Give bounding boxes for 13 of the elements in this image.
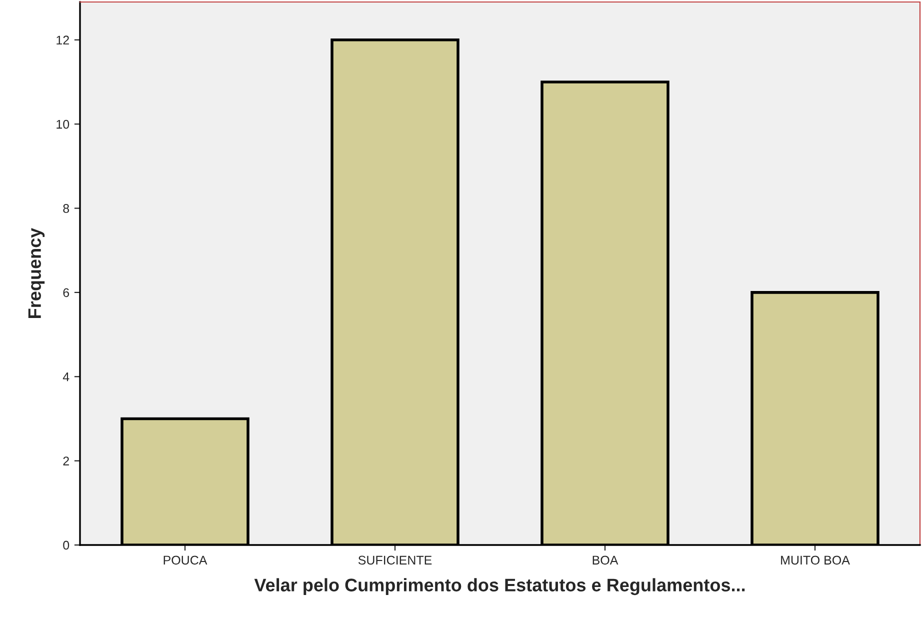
y-tick-label: 4 bbox=[62, 372, 70, 382]
x-tick-label: BOA bbox=[592, 556, 618, 565]
y-axis-title: Frequency bbox=[28, 228, 45, 318]
x-tick-label: SUFICIENTE bbox=[358, 556, 432, 565]
y-tick-label: 6 bbox=[63, 288, 70, 298]
y-tick-label: 0 bbox=[63, 540, 70, 550]
y-tick-label: 2 bbox=[63, 456, 69, 466]
x-axis-title: Velar pelo Cumprimento dos Estatutos e Regulamentos... bbox=[254, 578, 745, 596]
x-tick-label: MUITO BOA bbox=[781, 556, 850, 565]
y-tick-label: 12 bbox=[56, 36, 69, 44]
y-tick-label: 8 bbox=[63, 204, 70, 213]
y-tick-label: 10 bbox=[56, 120, 70, 129]
x-tick-label: POUCA bbox=[164, 556, 208, 565]
